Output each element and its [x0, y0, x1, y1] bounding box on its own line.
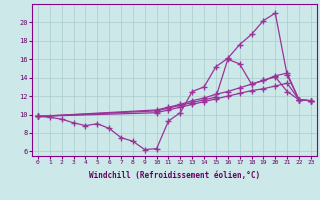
- X-axis label: Windchill (Refroidissement éolien,°C): Windchill (Refroidissement éolien,°C): [89, 171, 260, 180]
